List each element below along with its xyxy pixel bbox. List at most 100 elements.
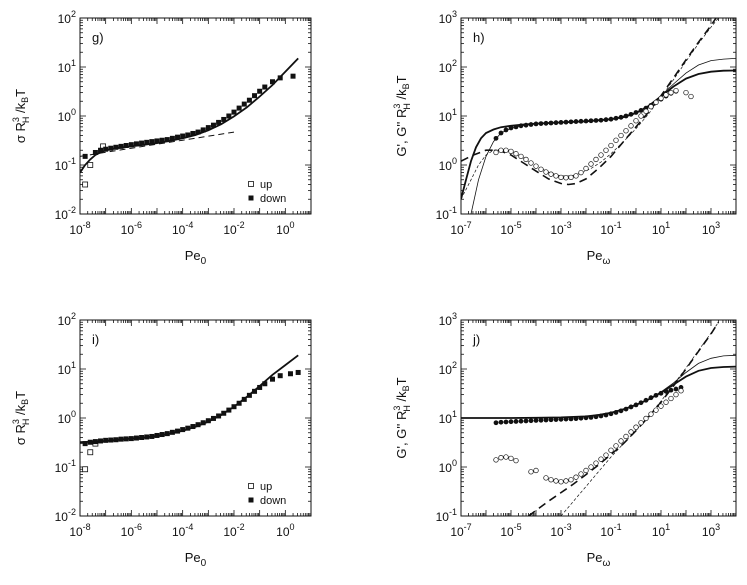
legend-marker-up xyxy=(248,483,254,489)
series-g-data xyxy=(493,87,694,181)
data-point xyxy=(523,122,529,128)
data-point xyxy=(633,402,639,408)
data-point xyxy=(553,478,559,484)
x-tick-label: 10-8 xyxy=(69,220,90,237)
data-point xyxy=(139,434,145,440)
data-point xyxy=(87,439,93,445)
data-point xyxy=(226,407,232,413)
data-point xyxy=(588,161,594,167)
x-axis-title: Pe0 xyxy=(185,550,207,569)
data-point xyxy=(108,145,114,151)
data-point xyxy=(588,414,594,420)
x-tick-label: 10-4 xyxy=(172,220,193,237)
data-point xyxy=(195,129,201,135)
data-point xyxy=(87,449,94,456)
x-tick-label: 10-3 xyxy=(550,220,571,237)
data-point xyxy=(123,436,129,442)
data-point xyxy=(270,376,275,382)
data-point xyxy=(528,469,534,475)
data-point xyxy=(169,429,175,435)
legend: up down xyxy=(248,481,286,507)
data-point xyxy=(623,433,629,440)
curve-asymptote xyxy=(80,131,235,157)
data-point xyxy=(518,418,524,424)
axis-ticks xyxy=(79,320,311,517)
data-point xyxy=(200,420,206,426)
x-tick-label: 103 xyxy=(702,522,720,539)
data-point xyxy=(538,166,544,172)
data-point xyxy=(493,457,499,463)
data-point xyxy=(573,119,579,124)
data-point xyxy=(603,117,609,123)
data-point xyxy=(128,436,134,442)
data-point xyxy=(92,439,98,445)
data-point xyxy=(578,169,584,176)
x-tick-label: 103 xyxy=(702,220,720,237)
data-point xyxy=(593,156,599,163)
data-point xyxy=(252,93,258,99)
x-axis-title: Peω xyxy=(587,550,611,569)
panel-label: j) xyxy=(472,332,480,347)
data-point xyxy=(113,437,119,443)
x-axis-title: Peω xyxy=(587,248,611,267)
data-point xyxy=(648,411,654,417)
curve-model xyxy=(80,57,299,174)
data-point xyxy=(262,84,268,90)
data-point xyxy=(200,127,206,133)
data-point xyxy=(608,411,614,417)
x-tick-label: 10-1 xyxy=(600,220,621,237)
data-point xyxy=(159,432,165,438)
data-point xyxy=(568,174,574,180)
data-point xyxy=(528,122,534,127)
data-point xyxy=(533,121,539,127)
data-point xyxy=(154,138,160,144)
data-point xyxy=(558,120,564,125)
data-point xyxy=(618,132,624,139)
data-point xyxy=(205,418,211,424)
data-point xyxy=(144,434,150,440)
data-point xyxy=(573,416,579,422)
data-point xyxy=(221,116,227,122)
data-point xyxy=(633,424,639,430)
data-point xyxy=(568,119,574,125)
data-point xyxy=(103,146,109,152)
series-down xyxy=(82,369,301,447)
data-point xyxy=(603,452,609,458)
data-point xyxy=(548,477,554,483)
data-point xyxy=(598,413,604,419)
plot-frame xyxy=(79,319,312,517)
data-point xyxy=(633,118,639,124)
data-point xyxy=(563,175,569,181)
data-point xyxy=(673,87,679,94)
data-point xyxy=(295,369,301,375)
data-point xyxy=(613,115,619,121)
data-point xyxy=(623,113,629,119)
data-point xyxy=(653,392,659,398)
y-tick-label: 102 xyxy=(58,9,76,26)
data-point xyxy=(508,125,514,131)
legend-marker-down xyxy=(248,497,254,503)
data-point xyxy=(598,152,604,158)
y-tick-label: 10-2 xyxy=(55,507,76,524)
curve-g-thin-dashed xyxy=(560,322,719,516)
data-point xyxy=(618,438,624,444)
data-point xyxy=(588,118,594,124)
data-point xyxy=(118,436,124,442)
series-down xyxy=(82,73,296,159)
data-point xyxy=(553,120,559,126)
data-point xyxy=(638,108,644,113)
data-point xyxy=(159,137,165,143)
data-point xyxy=(578,118,584,124)
data-point xyxy=(543,169,549,175)
data-point xyxy=(185,132,191,138)
data-point xyxy=(98,438,104,444)
x-tick-label: 10-6 xyxy=(121,522,142,539)
data-point xyxy=(543,475,549,481)
data-point xyxy=(648,395,654,401)
x-tick-label: 10-5 xyxy=(500,522,521,539)
data-point xyxy=(608,142,614,149)
data-point xyxy=(628,123,634,129)
data-point xyxy=(108,437,114,443)
data-point xyxy=(643,397,649,403)
